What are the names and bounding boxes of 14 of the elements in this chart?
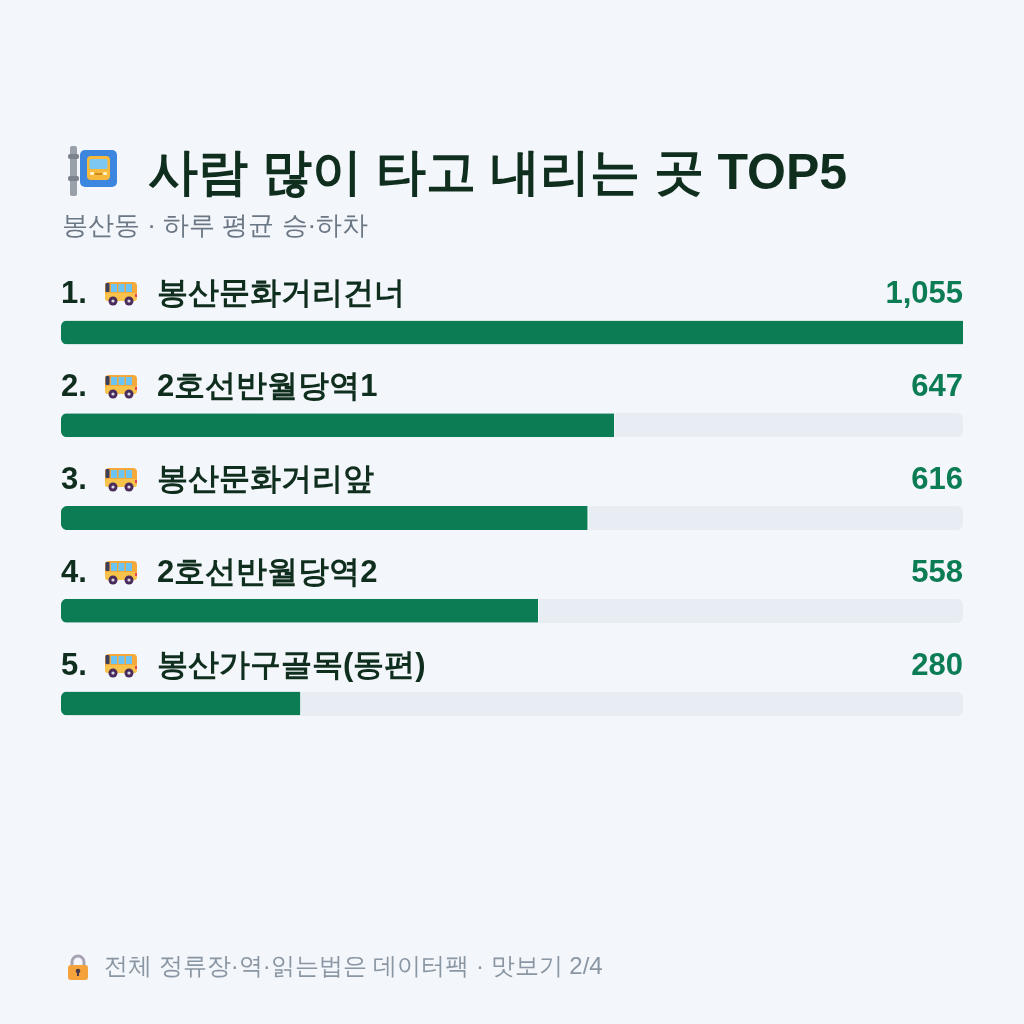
category-label: 4. 2호선반월당역2 bbox=[61, 553, 378, 589]
data-label: 1,055 bbox=[885, 275, 963, 311]
text: 전체 정류장·역·읽는법은 데이터팩 · 맛보기 2/4 bbox=[104, 951, 603, 981]
category-label: 1. 봉산문화거리건너 bbox=[61, 275, 405, 311]
data-label: 616 bbox=[911, 461, 963, 496]
category-label: 2. 2호선반월당역1 bbox=[61, 368, 378, 404]
chart-title: 사람 많이 타고 내리는 곳 TOP5 bbox=[148, 143, 848, 201]
data-label: 558 bbox=[911, 553, 963, 589]
bar bbox=[61, 320, 963, 345]
category-label: 5. 봉산가구골목(동편) bbox=[61, 646, 426, 682]
data-label: 280 bbox=[911, 646, 963, 682]
chart-subtitle: 봉산동 · 하루 평균 승·하차 bbox=[62, 209, 369, 241]
data-label: 647 bbox=[911, 368, 963, 404]
category-label: 3. 봉산문화거리앞 bbox=[61, 461, 374, 496]
